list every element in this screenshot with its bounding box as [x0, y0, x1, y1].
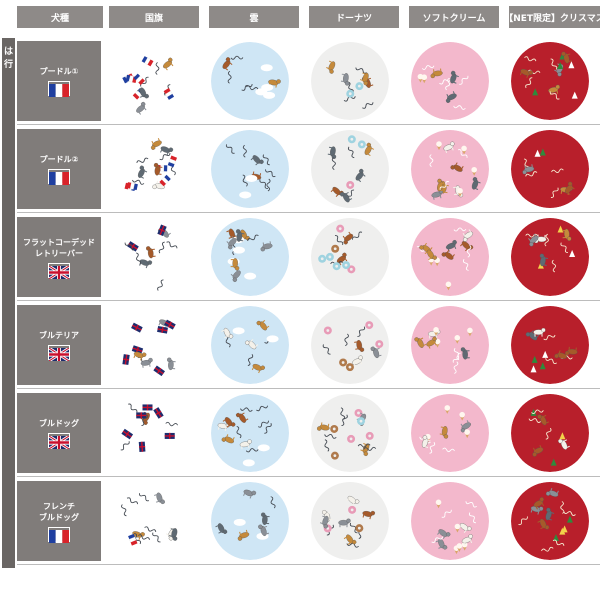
plate-christmas-pattern[interactable] — [511, 42, 589, 120]
plate-christmas-pattern[interactable] — [511, 306, 589, 384]
row-divider — [17, 564, 600, 565]
breed-name: プードル② — [39, 155, 79, 164]
plate-christmas-pattern[interactable] — [511, 394, 589, 472]
side-bar — [2, 38, 15, 568]
france-flag-icon — [48, 169, 70, 185]
breed-cell: フレンチ ブルドッグ — [17, 481, 101, 561]
breed-cell: プードル② — [17, 129, 101, 209]
plate-softcream-pattern[interactable] — [411, 42, 489, 120]
uk-flag-icon — [48, 262, 70, 280]
column-header: 【NET限定】クリスマス — [504, 6, 600, 28]
plate-softcream-pattern[interactable] — [411, 218, 489, 296]
column-header: ドーナツ — [309, 6, 399, 28]
plate-softcream-pattern[interactable] — [411, 130, 489, 208]
breed-cell: プードル① — [17, 41, 101, 121]
breed-cell: ブルテリア — [17, 305, 101, 385]
column-header: 雲 — [209, 6, 299, 28]
breed-cell: フラットコーデッド レトリーバー — [17, 217, 101, 297]
breed-name: フラットコーデッド レトリーバー — [23, 237, 95, 258]
plate-donut-pattern[interactable] — [311, 130, 389, 208]
plate-cloud-pattern[interactable] — [211, 42, 289, 120]
plate-cloud-pattern[interactable] — [211, 482, 289, 560]
plate-flag-pattern[interactable] — [111, 394, 189, 472]
plate-donut-pattern[interactable] — [311, 394, 389, 472]
plate-flag-pattern[interactable] — [111, 130, 189, 208]
column-header: 犬種 — [17, 6, 103, 28]
france-flag-icon — [48, 526, 70, 543]
plate-flag-pattern[interactable] — [111, 42, 189, 120]
plate-christmas-pattern[interactable] — [511, 218, 589, 296]
breed-name: ブルドッグ — [39, 419, 79, 428]
row-divider — [17, 124, 600, 125]
plate-cloud-pattern[interactable] — [211, 394, 289, 472]
breed-name: ブルテリア — [39, 331, 79, 340]
plate-donut-pattern[interactable] — [311, 218, 389, 296]
plate-softcream-pattern[interactable] — [411, 394, 489, 472]
column-header: ソフトクリーム — [409, 6, 499, 28]
plate-donut-pattern[interactable] — [311, 42, 389, 120]
plate-cloud-pattern[interactable] — [211, 218, 289, 296]
plate-cloud-pattern[interactable] — [211, 130, 289, 208]
column-header: 国旗 — [109, 6, 199, 28]
plate-christmas-pattern[interactable] — [511, 130, 589, 208]
plate-flag-pattern[interactable] — [111, 218, 189, 296]
plate-donut-pattern[interactable] — [311, 306, 389, 384]
france-flag-icon — [48, 81, 70, 97]
section-label: は行 — [3, 47, 13, 70]
plate-donut-pattern[interactable] — [311, 482, 389, 560]
plate-cloud-pattern[interactable] — [211, 306, 289, 384]
breed-name: プードル① — [39, 67, 79, 76]
plate-flag-pattern[interactable] — [111, 306, 189, 384]
uk-flag-icon — [48, 345, 70, 363]
row-divider — [17, 388, 600, 389]
row-divider — [17, 212, 600, 213]
breed-cell: ブルドッグ — [17, 393, 101, 473]
plate-softcream-pattern[interactable] — [411, 482, 489, 560]
plate-flag-pattern[interactable] — [111, 482, 189, 560]
plate-christmas-pattern[interactable] — [511, 482, 589, 560]
plate-softcream-pattern[interactable] — [411, 306, 489, 384]
row-divider — [17, 300, 600, 301]
row-divider — [17, 476, 600, 477]
uk-flag-icon — [48, 433, 70, 451]
breed-name: フレンチ ブルドッグ — [39, 501, 79, 522]
